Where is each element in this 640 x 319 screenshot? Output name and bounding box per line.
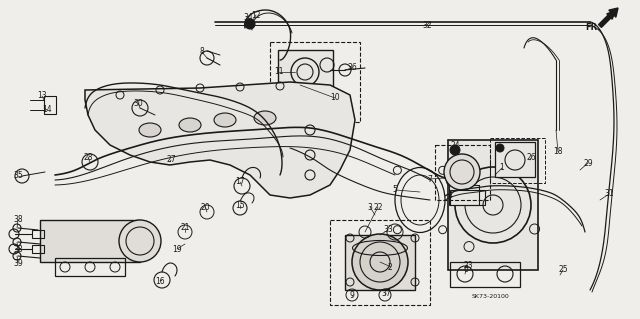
Circle shape xyxy=(352,234,408,290)
Bar xyxy=(270,42,360,122)
Bar xyxy=(449,185,479,205)
Text: 26: 26 xyxy=(526,153,536,162)
Text: 35: 35 xyxy=(13,172,23,181)
Text: 6: 6 xyxy=(463,265,468,275)
Bar xyxy=(32,230,44,238)
Bar xyxy=(450,190,485,205)
Text: 23: 23 xyxy=(463,262,473,271)
Text: 1: 1 xyxy=(500,164,504,173)
Circle shape xyxy=(360,242,400,282)
Bar xyxy=(32,245,44,253)
Text: 29: 29 xyxy=(583,159,593,167)
Text: 12: 12 xyxy=(252,11,260,19)
Text: SK73-20100: SK73-20100 xyxy=(471,293,509,299)
Text: 34: 34 xyxy=(243,12,253,21)
Text: 7: 7 xyxy=(428,174,433,183)
Text: 13: 13 xyxy=(37,92,47,100)
Bar xyxy=(40,220,140,262)
Text: 22: 22 xyxy=(373,203,383,211)
Bar xyxy=(495,142,535,177)
Text: 19: 19 xyxy=(172,244,182,254)
Text: 39: 39 xyxy=(13,258,23,268)
Text: 5: 5 xyxy=(392,186,397,195)
Ellipse shape xyxy=(254,111,276,125)
Text: 25: 25 xyxy=(558,265,568,275)
FancyArrow shape xyxy=(598,8,618,27)
Text: 16: 16 xyxy=(155,277,165,286)
Text: 24: 24 xyxy=(450,140,460,150)
Text: 11: 11 xyxy=(275,68,284,77)
Text: 8: 8 xyxy=(200,48,204,56)
Text: 32: 32 xyxy=(422,20,432,29)
Bar xyxy=(345,235,415,290)
Text: 14: 14 xyxy=(42,106,52,115)
Text: 21: 21 xyxy=(180,224,189,233)
Circle shape xyxy=(444,154,480,190)
Text: 2: 2 xyxy=(388,263,392,271)
Text: 30: 30 xyxy=(133,99,143,108)
Text: FR.: FR. xyxy=(585,24,601,33)
Text: 10: 10 xyxy=(330,93,340,102)
Polygon shape xyxy=(85,82,355,198)
Ellipse shape xyxy=(214,113,236,127)
Circle shape xyxy=(455,167,531,243)
Text: 9: 9 xyxy=(349,292,355,300)
Text: 17: 17 xyxy=(235,177,245,187)
Ellipse shape xyxy=(139,123,161,137)
Text: 28: 28 xyxy=(83,153,93,162)
Bar xyxy=(278,50,333,95)
Text: 4: 4 xyxy=(447,191,452,201)
Text: 38: 38 xyxy=(13,244,23,254)
Bar xyxy=(450,262,520,287)
Text: 37: 37 xyxy=(381,288,391,298)
Bar xyxy=(448,140,538,270)
Text: 15: 15 xyxy=(235,201,245,210)
Text: 31: 31 xyxy=(604,189,614,198)
Bar xyxy=(490,138,545,183)
Bar xyxy=(435,145,490,200)
Circle shape xyxy=(496,144,504,152)
Text: 3: 3 xyxy=(367,203,372,211)
Ellipse shape xyxy=(179,118,201,132)
Text: 27: 27 xyxy=(166,155,176,165)
Ellipse shape xyxy=(119,220,161,262)
Circle shape xyxy=(245,19,255,29)
Text: 18: 18 xyxy=(553,147,563,157)
Bar xyxy=(55,258,125,276)
Bar xyxy=(44,96,56,114)
Bar xyxy=(330,220,430,305)
Circle shape xyxy=(450,145,460,155)
Text: 38: 38 xyxy=(13,216,23,225)
Text: 20: 20 xyxy=(200,203,210,211)
Text: 33: 33 xyxy=(383,226,393,234)
Circle shape xyxy=(291,58,319,86)
Text: 36: 36 xyxy=(347,63,357,72)
